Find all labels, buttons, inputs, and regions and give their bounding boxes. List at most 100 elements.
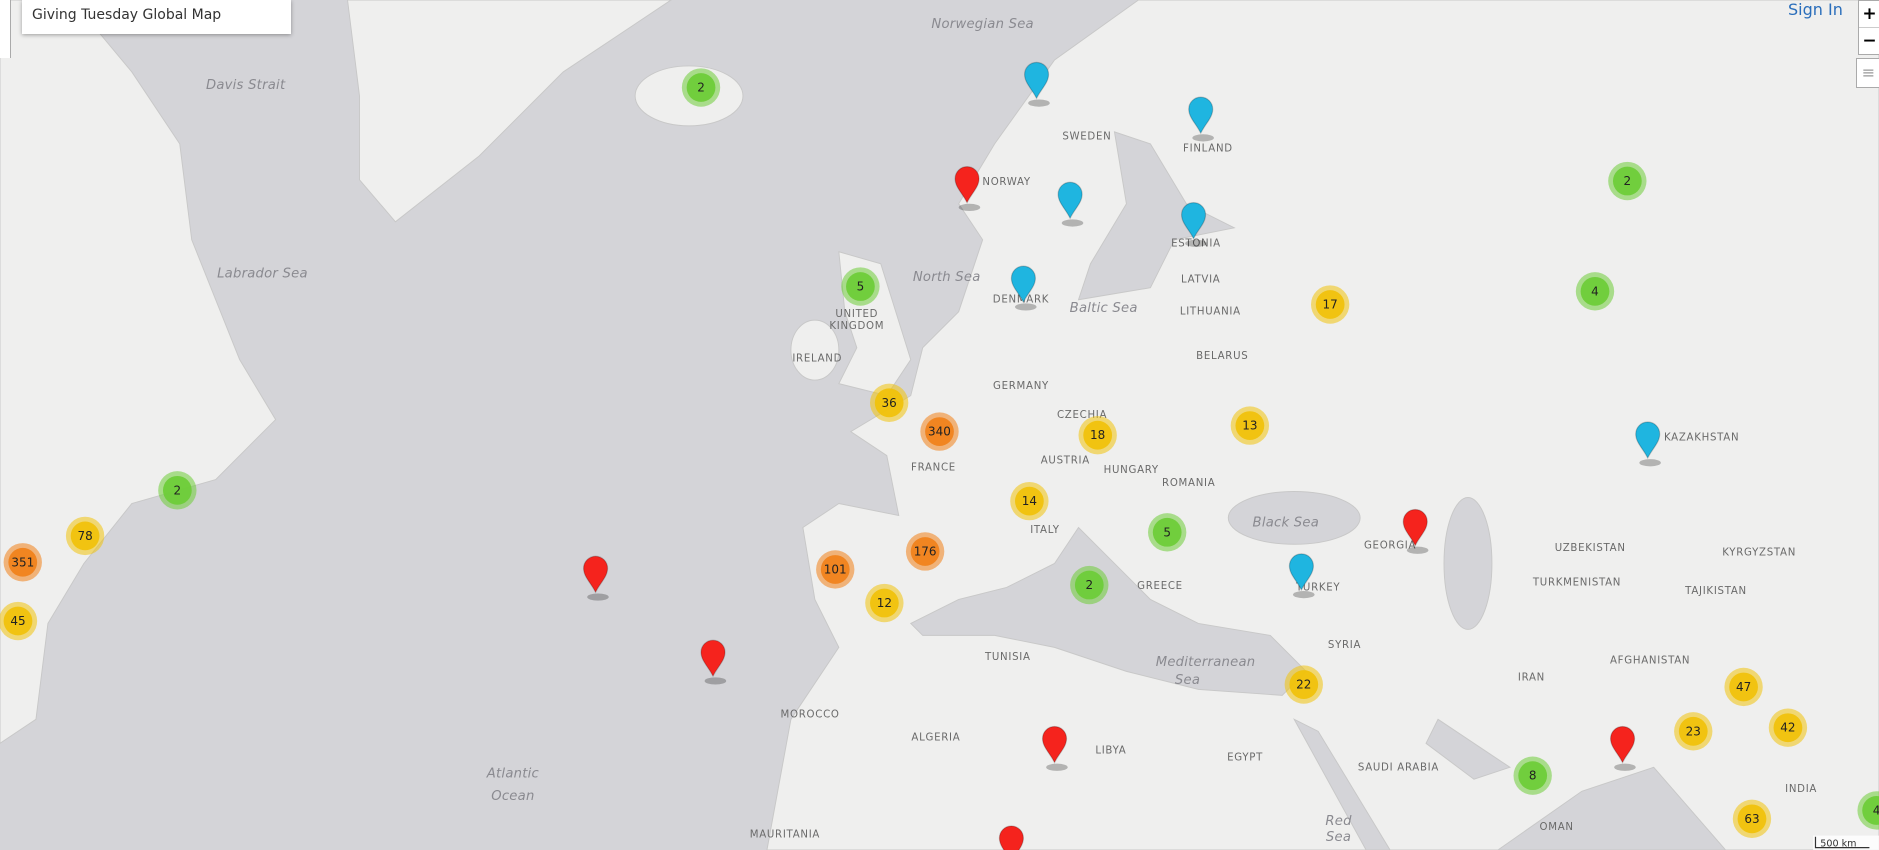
marker-shadow [1014,303,1037,311]
sea-label: Norwegian Sea [931,17,1033,32]
sea-label: Black Sea [1253,516,1320,531]
cluster[interactable] [1612,166,1642,196]
cluster[interactable] [1729,672,1758,702]
zoom-out[interactable]: − [1862,31,1877,51]
country-label: FRANCE [911,463,956,474]
marker[interactable] [954,166,980,204]
cluster[interactable] [1014,486,1044,516]
cluster[interactable] [8,547,38,577]
cluster-count: 4 [1873,803,1879,817]
marker-shadow [1192,134,1214,142]
cluster-count: 176 [914,544,937,558]
marker-shadow [587,593,609,601]
marker[interactable] [1180,202,1207,240]
country-label: TURKMENISTAN [1532,578,1621,589]
country-label: LITHUANIA [1180,307,1241,318]
cluster[interactable] [846,272,875,301]
cluster-count: 17 [1323,298,1338,312]
cluster-count: 12 [877,596,892,610]
cluster[interactable] [162,475,192,505]
cluster[interactable] [70,521,100,551]
marker[interactable] [1010,265,1036,304]
country-label: TURKEY [1295,582,1340,593]
country-label: KYRGYZSTAN [1722,548,1796,559]
layers-control[interactable]: ≡ [1856,58,1879,88]
cluster-count: 42 [1780,721,1795,735]
cluster-count: 5 [857,280,865,294]
cluster[interactable] [925,417,954,446]
country-label: UNITED [835,309,878,320]
marker[interactable] [700,639,726,678]
marker-shadow [1293,591,1315,599]
cluster[interactable] [1737,804,1767,834]
cluster[interactable] [686,73,716,102]
marker[interactable] [1023,61,1050,100]
country-label: ESTONIA [1171,238,1221,249]
zoom-control: + − [1858,0,1879,55]
marker-shadow [1061,219,1084,227]
cluster[interactable] [1235,411,1265,440]
cluster[interactable] [1580,276,1610,306]
markers [582,61,1661,850]
marker[interactable] [1635,421,1661,460]
country-label: SYRIA [1328,640,1361,651]
sea-label: North Sea [913,270,981,285]
sign-in[interactable]: Sign In [1788,0,1843,19]
marker[interactable] [1609,725,1636,764]
marker-shadow [958,203,981,212]
cluster[interactable] [874,388,904,418]
marker[interactable] [1188,96,1214,135]
cluster-count: 63 [1744,812,1759,826]
cluster[interactable] [1518,761,1548,791]
cluster[interactable] [910,537,940,566]
sea-label: Davis Strait [206,78,286,93]
country-label: GERMANY [993,381,1049,392]
cluster[interactable] [869,588,899,618]
cluster-count: 2 [1624,174,1632,188]
sea-label: Sea [1326,830,1351,845]
cluster[interactable] [1152,517,1182,547]
marker[interactable] [1057,181,1083,220]
country-label: HUNGARY [1104,465,1159,476]
country-label: AUSTRIA [1041,455,1090,466]
marker-shadow [1046,763,1068,771]
marker[interactable] [1041,725,1068,764]
cluster[interactable] [820,555,850,584]
country-label: OMAN [1540,822,1574,833]
country-label: NORWAY [982,177,1031,188]
cluster[interactable] [1773,713,1803,743]
cluster[interactable] [1315,290,1345,319]
cluster-count: 14 [1022,494,1037,508]
sea-label: Sea [1175,673,1200,688]
cluster[interactable] [1862,796,1879,825]
country-label: CZECHIA [1057,410,1107,421]
country-label: UZBEKISTAN [1555,543,1626,554]
marker[interactable] [1288,553,1314,592]
cluster[interactable] [1678,716,1708,746]
scale-bar [1814,836,1870,849]
country-label: GREECE [1137,581,1183,592]
cluster[interactable] [3,606,33,636]
zoom-in[interactable]: + [1859,1,1879,28]
cluster-count: 351 [11,555,34,569]
country-label: BELARUS [1196,351,1248,362]
clusters: 2 5 36 340 2 78 351 45 18 13 17 2 4 14 5 2 101 176 12 22 47 2… [0,68,1879,839]
sea-label: Labrador Sea [217,266,308,281]
cluster-count: 5 [1163,525,1171,539]
marker-shadow [1185,239,1207,247]
cluster[interactable] [1074,570,1104,600]
marker[interactable] [1402,508,1428,547]
marker[interactable] [998,825,1024,850]
country-label: GEORGIA [1364,540,1416,551]
sea-label: Baltic Sea [1070,301,1138,316]
country-label: MAURITANIA [750,829,820,840]
cluster[interactable] [1289,670,1319,699]
marker[interactable] [582,555,609,594]
country-label: AFGHANISTAN [1610,656,1690,667]
cluster-count: 36 [882,396,897,410]
cluster[interactable] [1083,420,1113,450]
left-controls[interactable] [0,0,11,58]
cluster-count: 4 [1591,284,1599,298]
country-label: FINLAND [1183,144,1233,155]
